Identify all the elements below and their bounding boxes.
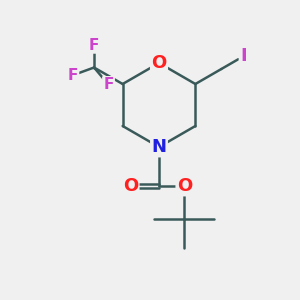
Text: O: O bbox=[152, 54, 166, 72]
Text: F: F bbox=[68, 68, 78, 83]
Text: F: F bbox=[103, 77, 114, 92]
Text: F: F bbox=[89, 38, 99, 52]
Text: O: O bbox=[177, 177, 192, 195]
Text: I: I bbox=[240, 47, 247, 65]
Text: N: N bbox=[152, 138, 166, 156]
Text: O: O bbox=[123, 177, 138, 195]
